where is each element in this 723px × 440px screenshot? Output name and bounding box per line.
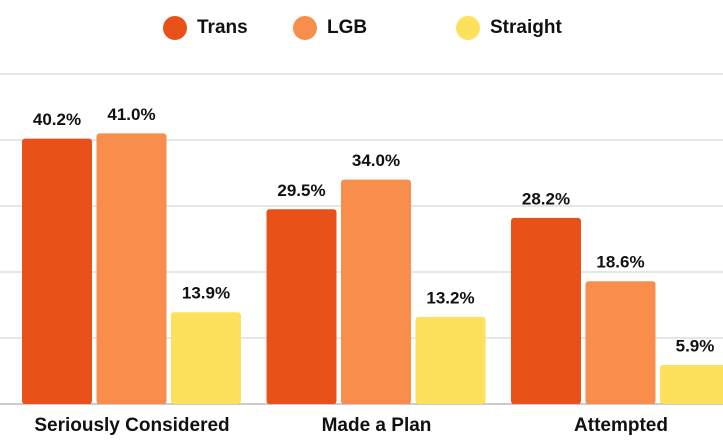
legend-label: Straight <box>490 17 562 38</box>
bar <box>511 217 581 404</box>
bar <box>585 281 656 404</box>
data-label: 5.9% <box>676 337 715 356</box>
legend-label: LGB <box>327 17 367 38</box>
data-label: 28.2% <box>522 189 570 208</box>
data-label: 34.0% <box>352 151 400 170</box>
x-tick-label: Attempted <box>574 415 668 436</box>
legend-swatch <box>163 16 187 40</box>
data-label: 41.0% <box>107 105 155 124</box>
bar <box>96 133 167 404</box>
bar <box>341 179 411 404</box>
data-label: 29.5% <box>277 181 325 200</box>
bar <box>22 138 92 404</box>
data-label: 13.9% <box>182 284 230 303</box>
data-label: 40.2% <box>33 110 81 129</box>
bar <box>660 365 723 404</box>
legend-label: Trans <box>197 17 248 38</box>
x-tick-label: Seriously Considered <box>34 415 229 436</box>
bar <box>266 209 337 404</box>
legend-swatch <box>293 16 317 40</box>
bar <box>415 316 486 404</box>
x-tick-label: Made a Plan <box>322 415 432 436</box>
data-label: 13.2% <box>426 288 474 307</box>
data-label: 18.6% <box>596 253 644 272</box>
bar <box>171 312 241 404</box>
legend-swatch <box>456 16 480 40</box>
